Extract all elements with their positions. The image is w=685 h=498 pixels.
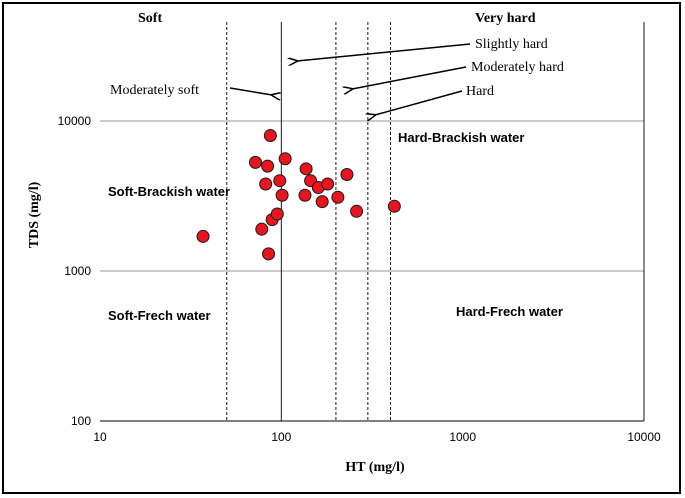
label-slightly-hard: Slightly hard [475,37,548,52]
label-moderately-soft: Moderately soft [110,83,199,98]
annotation-arrows [229,43,471,115]
y-axis-label: TDS (mg/l) [27,181,42,248]
arrow-moderately-hard [352,66,467,89]
data-point-18 [321,177,335,191]
arrow-hard [375,90,463,115]
data-point-20 [340,167,354,181]
data-point-10 [273,174,287,188]
data-point-1 [196,229,210,243]
y-tick-label-1000: 1000 [64,264,91,278]
label-moderately-hard: Moderately hard [471,60,564,75]
data-points [196,129,401,261]
x-axis-label: HT (mg/l) [345,460,405,475]
x-tick-label-100: 100 [271,430,291,444]
label-hard-fresh-water: Hard-Frech water [456,304,563,319]
arrow-slightly-hard [297,43,471,61]
x-tick-label-10000: 10000 [627,430,661,444]
data-point-4 [259,177,273,191]
chart-frame [2,2,681,494]
data-point-12 [278,152,292,166]
y-tick-labels: 100 1000 10000 [58,114,92,428]
data-point-3 [255,222,269,236]
data-point-21 [350,204,364,218]
data-point-5 [261,159,275,173]
hardness-boundaries [226,22,645,421]
data-point-11 [275,188,289,202]
x-tick-label-1000: 1000 [449,430,476,444]
data-point-22 [387,199,401,213]
data-point-17 [315,195,329,209]
label-soft: Soft [138,11,162,26]
data-point-6 [262,247,276,261]
label-hard-brackish-water: Hard-Brackish water [398,130,524,145]
label-very-hard: Very hard [475,11,536,26]
data-point-7 [263,129,277,143]
arrow-moderately-soft [229,87,272,95]
label-soft-brackish-water: Soft-Brackish water [108,184,230,199]
x-tick-label-10: 10 [93,430,107,444]
label-hard: Hard [466,84,494,99]
data-point-2 [248,155,262,169]
y-tick-label-100: 100 [71,414,91,428]
data-point-13 [298,188,312,202]
label-soft-fresh-water: Soft-Frech water [108,308,211,323]
y-tick-label-10000: 10000 [58,114,92,128]
data-point-14 [299,162,313,176]
data-point-9 [270,207,284,221]
data-point-19 [331,190,345,204]
x-tick-labels: 10 100 1000 10000 [93,430,661,444]
